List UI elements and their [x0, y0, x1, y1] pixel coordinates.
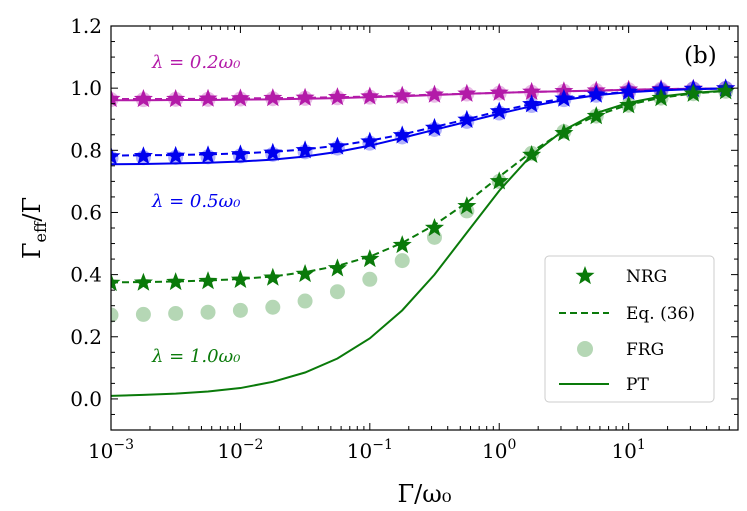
lambda-1-0-frg-point	[329, 284, 345, 300]
lambda-1-0-frg-point	[362, 271, 378, 287]
lambda-0-5-nrg-star	[457, 109, 477, 128]
lambda-1-0-nrg-star	[392, 235, 412, 254]
lambda-1-0-nrg-star	[522, 144, 542, 164]
lambda-1-0-frg-point	[232, 302, 248, 318]
y-tick-label: 0.4	[70, 263, 102, 287]
panel-label: (b)	[684, 43, 717, 69]
legend-marker-star	[575, 266, 595, 285]
plot-area	[111, 78, 736, 397]
y-tick-label: 1.2	[70, 14, 102, 38]
lambda-1-0-nrg-star	[327, 258, 347, 277]
lambda-0-5-nrg-star	[489, 101, 509, 120]
lambda-1-0-nrg-star	[360, 249, 380, 268]
lambda-0-2-nrg-star	[360, 86, 380, 105]
lambda-1-0-nrg-star	[619, 95, 639, 114]
x-tick-label: 10−1	[347, 437, 393, 463]
lambda-1-0-nrg-star	[166, 272, 186, 291]
lambda-1-0-nrg-star	[133, 272, 153, 291]
x-axis-title: Γ/ω₀	[398, 480, 452, 508]
lambda-1-0-frg-point	[394, 253, 410, 269]
lambda-0-5-nrg-star	[360, 131, 380, 150]
legend-label: FRG	[626, 340, 664, 360]
legend: NRG Eq. (36) FRG PT	[544, 255, 715, 403]
lambda-1-0-nrg-star	[586, 106, 606, 125]
lambda-0-5-nrg-star	[619, 81, 639, 100]
annotation-label: λ = 0.2ω₀	[151, 52, 240, 73]
annotations: λ = 0.2ω₀ λ = 0.5ω₀ λ = 1.0ω₀	[151, 52, 240, 367]
x-tick-label: 101	[611, 437, 645, 463]
lambda-0-5-nrg-star	[166, 145, 186, 164]
lambda-1-0-nrg-star	[683, 83, 703, 102]
series-group	[111, 78, 736, 397]
lambda-0-5-nrg-star	[424, 117, 444, 137]
lambda-0-5-nrg-star	[522, 94, 542, 113]
lambda-1-0-nrg-star	[457, 196, 477, 215]
x-tick-label: 100	[482, 437, 516, 463]
lambda-0-5-nrg-star	[263, 142, 283, 161]
lambda-0-2-nrg-star	[522, 81, 542, 100]
legend-label: NRG	[626, 267, 667, 287]
lambda-1-0-nrg-star	[230, 269, 250, 288]
lambda-0-5-nrg-star	[198, 145, 218, 164]
lambda-1-0-nrg-star	[295, 263, 315, 283]
y-tick-label: 0.6	[70, 200, 102, 224]
lambda-0-2-nrg-star	[133, 89, 153, 108]
lambda-0-2-nrg-star	[263, 88, 283, 107]
y-tick-label: 0.2	[70, 325, 102, 349]
y-tick-label: 1.0	[70, 76, 102, 100]
x-tick-label: 10−3	[88, 437, 134, 463]
lambda-0-2-nrg-star	[457, 83, 477, 102]
lambda-1-0-frg-point	[265, 299, 281, 315]
lambda-1-0-nrg-star	[716, 81, 736, 100]
lambda-1-0-frg-point	[135, 306, 151, 322]
lambda-1-0-nrg-star	[263, 267, 283, 286]
lambda-0-2-nrg-star	[230, 88, 250, 107]
legend-box	[544, 255, 715, 403]
lambda-1-0-frg-point	[200, 304, 216, 320]
lambda-0-5-nrg-star	[586, 84, 606, 103]
annotation-label: λ = 0.5ω₀	[151, 191, 240, 212]
lambda-1-0-nrg-star	[424, 218, 444, 237]
lambda-1-0-nrg-star	[489, 171, 509, 190]
lambda-0-5-nrg-star	[295, 140, 315, 159]
legend-label: Eq. (36)	[626, 304, 695, 324]
lambda-1-0-nrg-star	[198, 271, 218, 290]
lambda-0-2-nrg-star	[424, 84, 444, 103]
legend-marker-circle	[577, 341, 593, 357]
lambda-1-0-frg-point	[297, 293, 313, 309]
lambda-1-0-frg-point	[111, 307, 119, 323]
lambda-1-0-nrg-star	[651, 88, 671, 107]
lambda-0-2-nrg-star	[166, 89, 186, 108]
lambda-0-5-nrg-star	[230, 144, 250, 163]
axis-titles: Γ/ω₀ Γeff/Γ	[18, 197, 451, 508]
y-axis-title: Γeff/Γ	[18, 197, 50, 259]
lambda-0-5-nrg-star	[392, 125, 412, 144]
lambda-0-2-nrg-star	[489, 82, 509, 101]
legend-label: PT	[626, 375, 649, 395]
lambda-0-5-nrg-star	[133, 146, 153, 165]
lambda-1-0-eq36-line	[111, 89, 726, 284]
lambda-0-2-nrg-star	[295, 87, 315, 106]
lambda-1-0-nrg-star	[554, 123, 574, 142]
lambda-0-5-nrg-star	[554, 88, 574, 107]
lambda-1-0-frg-point	[168, 305, 184, 321]
axes: 10−3 10−2 10−1 100 101 0.0 0.2 0.4 0.6 0.8 1.0 1.2	[70, 14, 739, 463]
lambda-0-2-nrg-star	[111, 89, 121, 108]
y-tick-label: 0.0	[70, 387, 102, 411]
lambda-0-5-nrg-star	[327, 136, 347, 155]
annotation-label: λ = 1.0ω₀	[151, 346, 240, 367]
lambda-0-5-nrg-star	[111, 146, 121, 165]
x-tick-label: 10−2	[217, 437, 263, 463]
lambda-0-2-nrg-star	[198, 88, 218, 107]
lambda-0-2-nrg-star	[327, 87, 347, 106]
lambda-0-2-nrg-star	[392, 85, 412, 104]
y-tick-label: 0.8	[70, 138, 102, 162]
lambda-1-0-nrg-star	[111, 273, 121, 292]
